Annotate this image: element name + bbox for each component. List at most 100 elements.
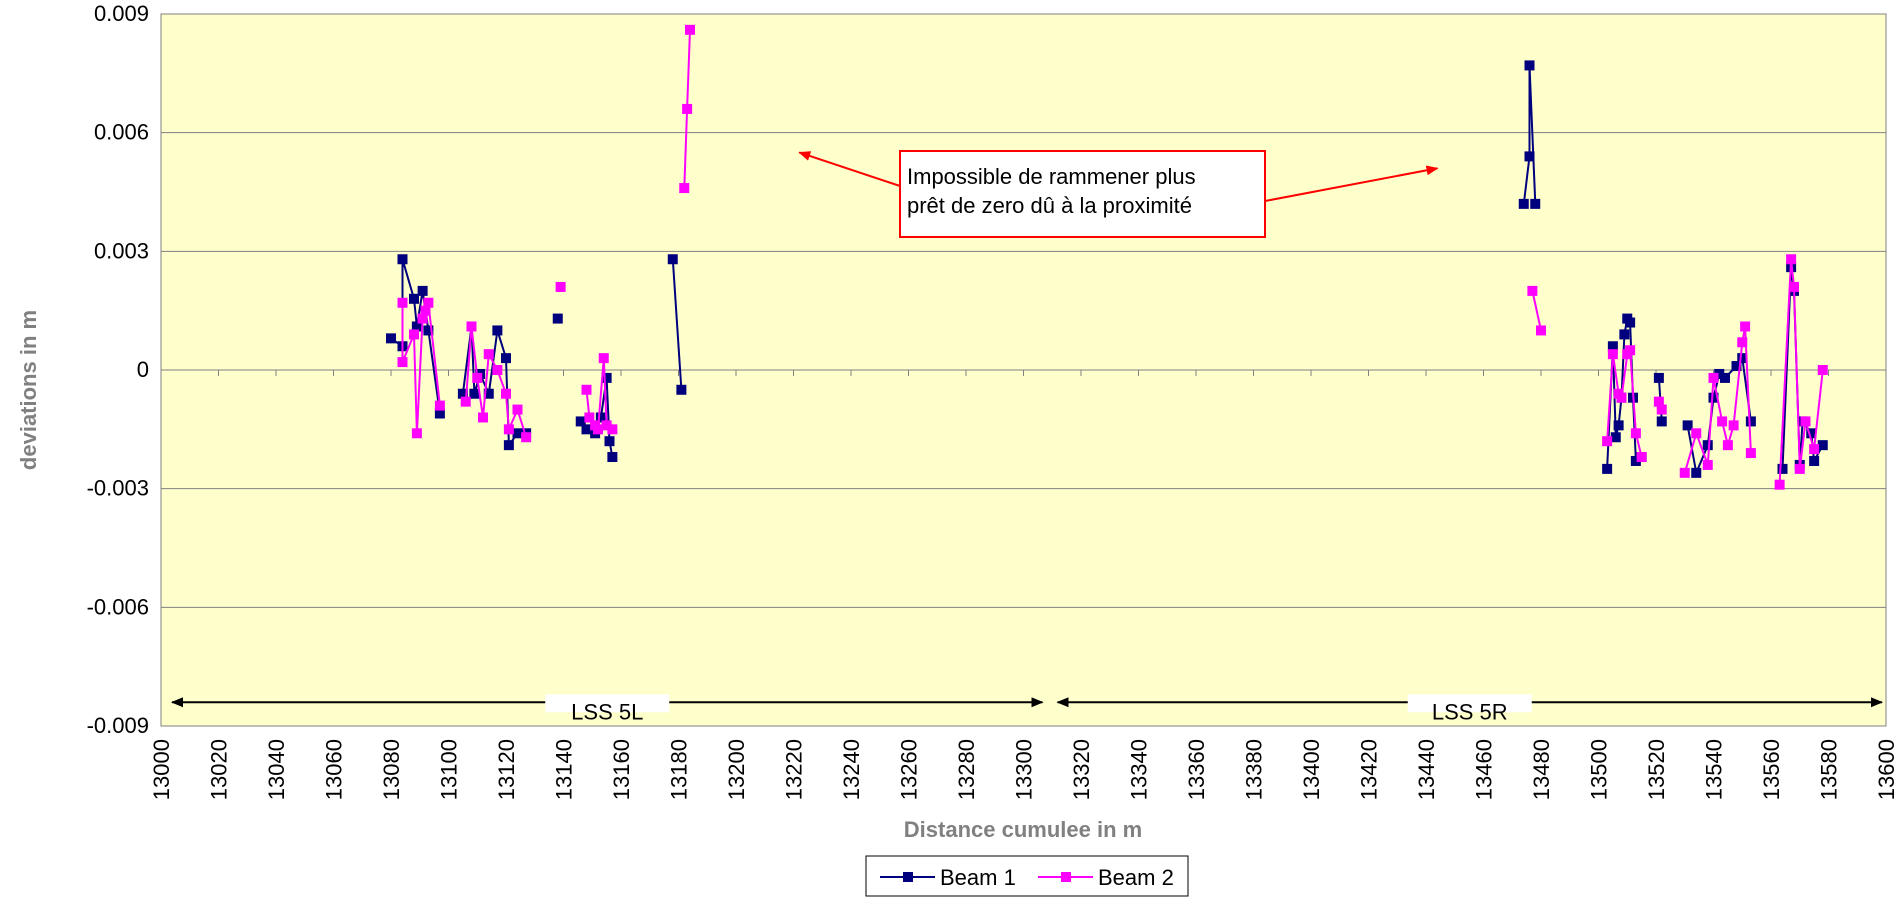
- data-point: [1530, 198, 1541, 209]
- data-point: [1630, 428, 1641, 439]
- data-point: [1737, 337, 1748, 348]
- data-point: [1745, 416, 1756, 427]
- data-point: [593, 424, 603, 435]
- data-point: [1702, 440, 1713, 451]
- x-tick-label: 13100: [437, 739, 462, 800]
- data-point: [434, 400, 445, 411]
- data-point: [1809, 444, 1820, 455]
- data-point: [1774, 479, 1785, 490]
- data-point: [1777, 463, 1788, 474]
- x-tick-label: 13400: [1299, 739, 1324, 800]
- data-point: [1731, 361, 1742, 372]
- x-tick-label: 13040: [264, 739, 289, 800]
- data-point: [501, 353, 511, 364]
- legend-label: Beam 2: [1098, 865, 1174, 890]
- data-point: [423, 325, 434, 336]
- data-point: [1809, 455, 1820, 466]
- grid-lines: [161, 13, 1886, 727]
- data-point: [483, 349, 494, 360]
- data-point: [1607, 349, 1618, 360]
- data-point: [1610, 432, 1621, 443]
- data-point: [1720, 372, 1730, 383]
- y-tick-label: -0.009: [87, 713, 149, 738]
- x-tick-label: 13540: [1702, 739, 1727, 800]
- x-tick-label: 13560: [1759, 739, 1784, 800]
- data-point: [472, 372, 483, 383]
- data-point: [411, 321, 422, 332]
- x-tick-label: 13220: [782, 739, 807, 800]
- x-tick-label: 13280: [954, 739, 979, 800]
- data-point: [607, 424, 618, 435]
- region-markers: LSS 5L LSS 5R: [171, 694, 1883, 724]
- series-line: [464, 326, 528, 438]
- annotation-text: prêt de zero dû à la proximité: [907, 193, 1192, 218]
- legend-label: Beam 1: [940, 865, 1016, 890]
- data-point: [1653, 396, 1664, 407]
- data-point: [1728, 420, 1739, 431]
- region-label-background: [545, 694, 670, 713]
- data-point: [492, 325, 503, 336]
- data-point: [1630, 455, 1641, 466]
- data-point: [397, 297, 408, 308]
- data-point: [1602, 436, 1613, 447]
- data-point: [512, 428, 523, 439]
- x-tick-label: 13420: [1357, 739, 1382, 800]
- region-label: LSS 5R: [1432, 699, 1508, 724]
- y-axis-label: deviations in m: [16, 310, 41, 470]
- data-point: [1737, 353, 1748, 364]
- data-point: [682, 103, 693, 114]
- region-label: LSS 5L: [571, 699, 643, 724]
- data-point: [1536, 325, 1546, 336]
- data-point: [1524, 151, 1535, 162]
- data-point: [1817, 440, 1828, 451]
- data-point: [1524, 60, 1535, 71]
- x-tick-label: 13320: [1069, 739, 1094, 800]
- x-tick-label: 13140: [552, 739, 577, 800]
- x-axis-label: Distance cumulee in m: [904, 817, 1142, 842]
- y-tick-label: 0.006: [94, 120, 149, 145]
- data-point: [1708, 372, 1719, 383]
- data-point: [1602, 463, 1613, 474]
- data-point: [1745, 448, 1756, 459]
- data-point: [581, 384, 592, 395]
- y-tick-label: 0.003: [94, 238, 149, 263]
- x-tick-label: 13520: [1644, 739, 1669, 800]
- data-point: [595, 412, 606, 423]
- x-tick-label: 13380: [1242, 739, 1267, 800]
- data-point: [1789, 281, 1799, 292]
- data-point: [503, 424, 514, 435]
- data-point: [598, 353, 609, 364]
- series-line: [1683, 326, 1752, 474]
- legend-marker: [1061, 872, 1071, 882]
- x-tick-label: 13200: [724, 739, 749, 800]
- data-point: [512, 404, 523, 415]
- data-point: [1619, 329, 1630, 340]
- data-point: [492, 365, 503, 375]
- x-tick-label: 13440: [1414, 739, 1439, 800]
- data-point: [1613, 420, 1624, 431]
- annotation-text: Impossible de rammener plus: [907, 164, 1196, 189]
- data-point: [601, 420, 612, 431]
- x-tick-label: 13000: [149, 739, 174, 800]
- data-point: [469, 388, 480, 399]
- data-point: [1636, 452, 1647, 463]
- data-point: [685, 24, 695, 35]
- data-series: [386, 24, 1828, 490]
- data-point: [478, 412, 488, 423]
- legend: Beam 1 Beam 2: [865, 855, 1189, 897]
- data-point: [667, 254, 678, 265]
- data-point: [409, 329, 419, 340]
- data-point: [1722, 440, 1733, 451]
- data-point: [397, 254, 408, 265]
- data-point: [601, 372, 612, 383]
- data-point: [423, 297, 434, 308]
- series-line: [671, 259, 683, 390]
- data-point: [1817, 365, 1828, 375]
- annotation-box: [899, 150, 1266, 238]
- data-point: [1786, 254, 1797, 265]
- data-point: [1682, 420, 1693, 431]
- y-tick-label: 0: [137, 357, 149, 382]
- data-point: [1740, 321, 1751, 332]
